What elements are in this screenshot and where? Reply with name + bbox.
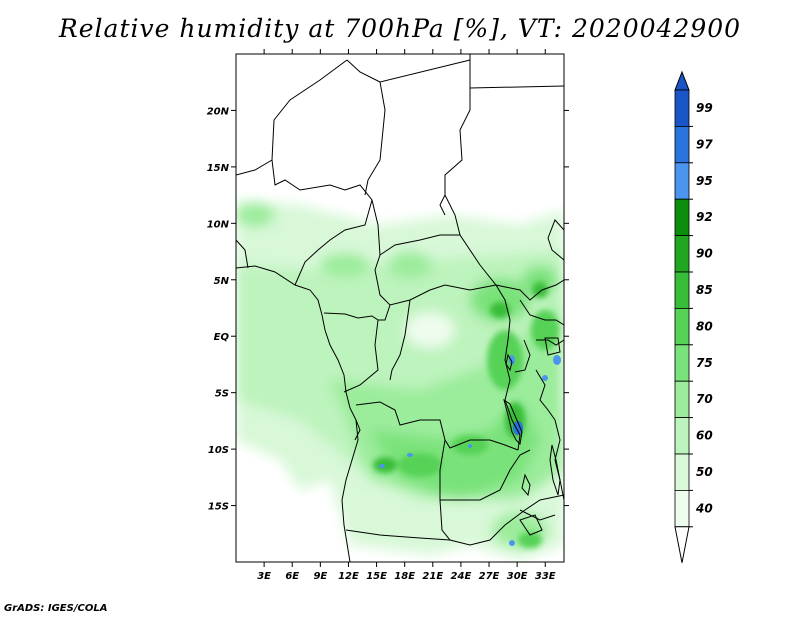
lon-tick-label: 6E (285, 571, 299, 582)
colorbar-label: 75 (696, 356, 713, 370)
lon-tick-label: 21E (422, 571, 443, 582)
colorbar-bottom-arrow (674, 526, 690, 563)
colorbar-label: 85 (696, 283, 713, 297)
colorbar-segment (674, 307, 690, 346)
lon-tick-label: 27E (479, 571, 500, 582)
colorbar-label: 99 (696, 101, 713, 115)
colorbar-segment (674, 453, 690, 491)
colorbar-top-arrow (674, 70, 690, 91)
latitude-axis: 20N 15N 10N 5N EQ 5S 10S 15S (207, 106, 569, 513)
lon-tick-label: 15E (366, 571, 387, 582)
lon-tick-label: 24E (451, 571, 472, 582)
lat-tick-label: 5N (214, 276, 230, 287)
colorbar-segment (674, 198, 690, 236)
colorbar: 99 97 95 92 90 85 80 75 70 60 50 40 (674, 70, 713, 563)
colorbar-label: 50 (696, 465, 713, 479)
country-borders (236, 54, 564, 562)
lat-tick-label: EQ (214, 332, 230, 343)
lat-tick-label: 20N (207, 106, 230, 117)
colorbar-label: 90 (696, 247, 713, 261)
colorbar-segment (674, 417, 690, 455)
colorbar-label: 70 (696, 392, 713, 406)
colorbar-label: 40 (695, 501, 713, 515)
lon-tick-label: 9E (313, 571, 327, 582)
lon-tick-label: 18E (394, 571, 415, 582)
lon-tick-label: 33E (535, 571, 556, 582)
humidity-field (236, 54, 564, 562)
colorbar-segment (674, 235, 690, 273)
footer-credit: GrADS: IGES/COLA (4, 603, 108, 614)
lakes (503, 337, 561, 536)
map-title: Relative humidity at 700hPa [%], VT: 202… (58, 14, 742, 43)
lon-tick-label: 3E (257, 571, 271, 582)
colorbar-label: 97 (696, 137, 713, 151)
longitude-axis: 3E 6E 9E 12E 15E 18E 21E 24E 27E 30E 33E (257, 49, 556, 582)
lat-tick-label: 10N (207, 219, 230, 230)
colorbar-segment (674, 126, 690, 164)
colorbar-segment (674, 89, 690, 127)
colorbar-label: 95 (696, 174, 713, 188)
lat-tick-label: 5S (215, 389, 229, 400)
colorbar-segment (674, 344, 690, 382)
colorbar-segment (674, 489, 690, 528)
lat-tick-label: 10S (208, 445, 229, 456)
colorbar-segment (674, 271, 690, 309)
colorbar-label: 92 (696, 210, 713, 224)
lat-tick-label: 15S (208, 502, 229, 513)
colorbar-label: 60 (696, 429, 713, 443)
colorbar-segment (674, 162, 690, 200)
lat-tick-label: 15N (207, 163, 230, 174)
lon-tick-label: 12E (338, 571, 359, 582)
colorbar-segment (674, 380, 690, 419)
map-frame (235, 53, 565, 563)
lon-tick-label: 30E (507, 571, 528, 582)
colorbar-label: 80 (696, 319, 713, 333)
